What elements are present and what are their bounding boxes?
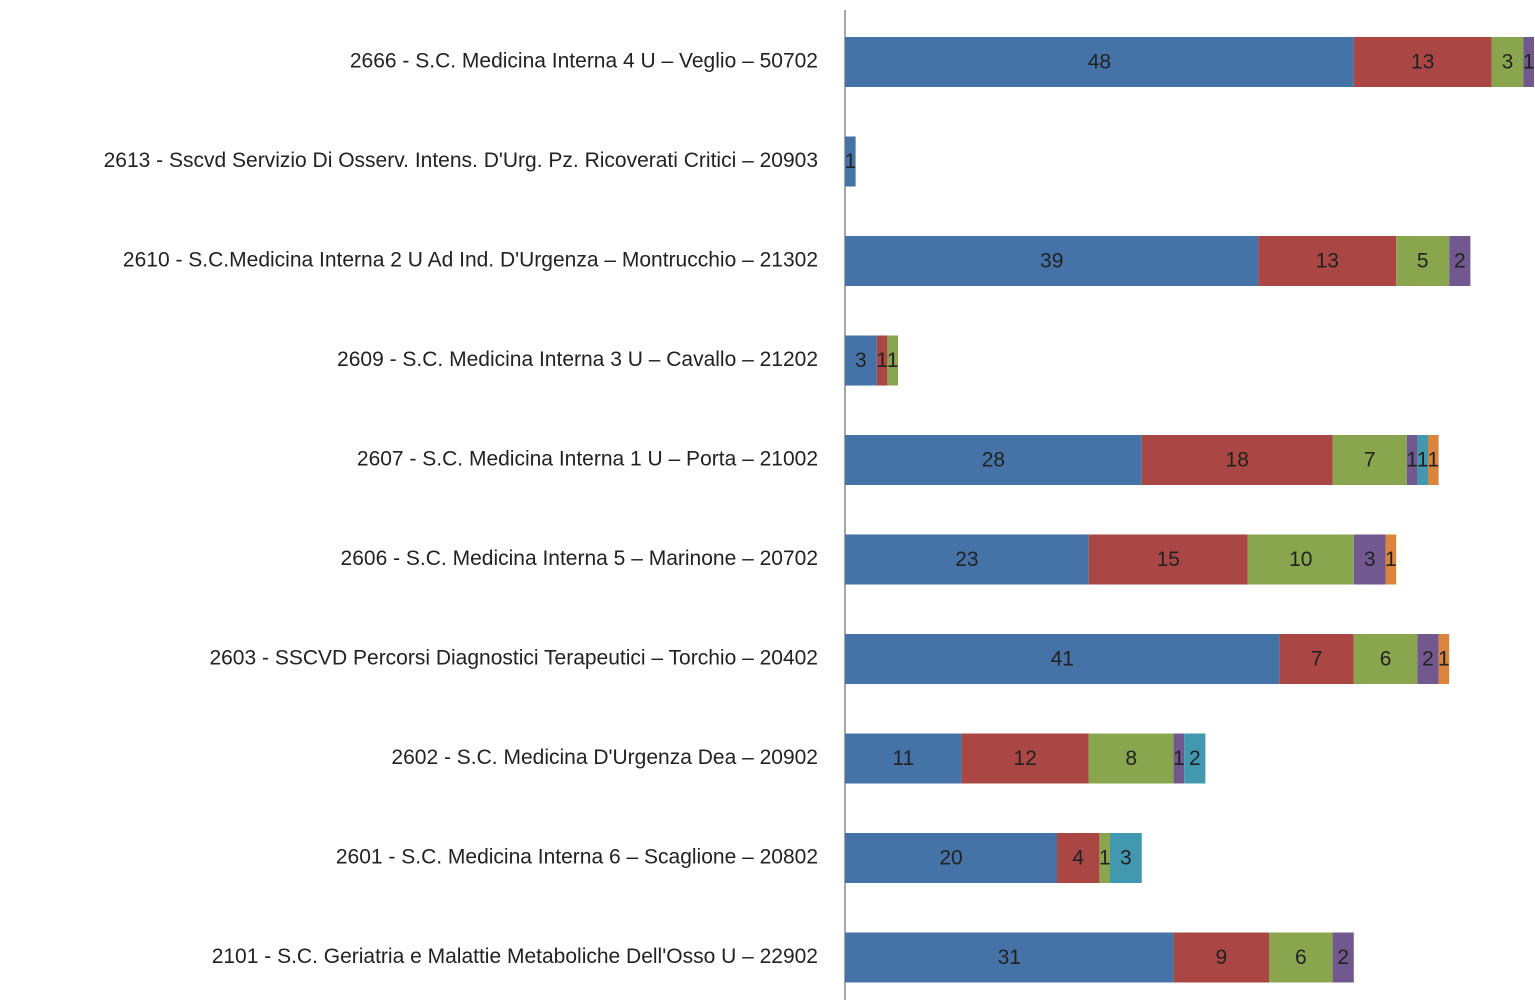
- bar-segment: [1523, 37, 1534, 87]
- bar-segment: [1491, 37, 1524, 87]
- data-label: 7: [1311, 648, 1323, 671]
- data-label: 9: [1215, 946, 1227, 969]
- data-label: 48: [1088, 51, 1111, 74]
- bar-segment: [1353, 634, 1418, 684]
- data-label: 2: [1422, 648, 1434, 671]
- data-label: 13: [1316, 250, 1339, 273]
- bar-segment: [845, 335, 877, 386]
- data-label: 1: [887, 349, 899, 372]
- data-label: 1: [1417, 449, 1429, 472]
- data-label: 31: [998, 946, 1021, 969]
- data-label: 18: [1226, 449, 1249, 472]
- bar-segment: [845, 435, 1142, 485]
- bar-segment: [845, 833, 1057, 883]
- bar-segment: [1449, 236, 1471, 286]
- bar-segment: [845, 634, 1280, 684]
- bar-segment: [845, 932, 1174, 983]
- data-label: 3: [1364, 548, 1376, 571]
- bar-segment: [1269, 932, 1333, 983]
- data-label: 1: [1099, 847, 1111, 870]
- data-label: 2: [1337, 946, 1349, 969]
- data-label: 23: [955, 548, 978, 571]
- data-label: 39: [1040, 250, 1063, 273]
- category-label: 2607 - S.C. Medicina Interna 1 U – Porta…: [357, 448, 818, 471]
- data-label: 11: [892, 747, 914, 770]
- bar-segment: [1353, 37, 1492, 87]
- bar-segment: [845, 733, 962, 784]
- bar-segment: [845, 136, 856, 187]
- data-label: 10: [1289, 548, 1312, 571]
- bar-segment: [1438, 634, 1450, 684]
- data-label: 15: [1157, 548, 1180, 571]
- category-label: 2602 - S.C. Medicina D'Urgenza Dea – 209…: [391, 746, 818, 769]
- data-label: 5: [1417, 250, 1429, 273]
- bar-segment: [1141, 435, 1333, 485]
- data-label: 1: [876, 349, 888, 372]
- data-label: 6: [1295, 946, 1307, 969]
- bar-segment: [1396, 236, 1450, 286]
- bar-segment: [1406, 435, 1418, 485]
- data-label: 1: [1385, 548, 1397, 571]
- category-label: 2610 - S.C.Medicina Interna 2 U Ad Ind. …: [123, 249, 818, 272]
- data-label: 3: [1502, 51, 1514, 74]
- bar-segment: [1173, 932, 1269, 983]
- data-label: 1: [1523, 51, 1535, 74]
- data-label: 41: [1051, 648, 1074, 671]
- category-label: 2666 - S.C. Medicina Interna 4 U – Vegli…: [350, 50, 818, 73]
- data-label: 20: [939, 847, 962, 870]
- bar-segment: [1417, 634, 1439, 684]
- data-label: 4: [1072, 847, 1084, 870]
- data-label: 1: [1173, 747, 1185, 770]
- bar-segment: [1099, 833, 1110, 883]
- bar-segment: [1247, 534, 1354, 585]
- data-label: 3: [855, 349, 867, 372]
- category-label: 2606 - S.C. Medicina Interna 5 – Marinon…: [341, 547, 818, 570]
- bar-segment: [1088, 534, 1248, 585]
- data-label: 1: [844, 150, 856, 173]
- data-label: 6: [1380, 648, 1392, 671]
- bar-segment: [1088, 733, 1174, 784]
- data-label: 28: [982, 449, 1005, 472]
- bar-segment: [1353, 534, 1386, 585]
- bar-segment: [1110, 833, 1142, 883]
- bar-segment: [845, 37, 1354, 87]
- bar-segment: [1385, 534, 1397, 585]
- data-label: 1: [1427, 449, 1439, 472]
- category-label: 2101 - S.C. Geriatria e Malattie Metabol…: [212, 945, 818, 968]
- bar-segment: [1428, 435, 1439, 485]
- data-label: 2: [1454, 250, 1466, 273]
- bar-segment: [1057, 833, 1100, 883]
- category-label: 2603 - SSCVD Percorsi Diagnostici Terape…: [209, 647, 818, 670]
- bar-segment: [1417, 435, 1428, 485]
- data-label: 2: [1189, 747, 1201, 770]
- data-label: 12: [1014, 747, 1037, 770]
- bar-segment: [1332, 932, 1354, 983]
- data-label: 13: [1411, 51, 1434, 74]
- category-label: 2613 - Sscvd Servizio Di Osserv. Intens.…: [104, 149, 818, 172]
- category-label: 2609 - S.C. Medicina Interna 3 U – Caval…: [337, 348, 818, 371]
- bar-segment: [1184, 733, 1206, 784]
- bar-segment: [845, 534, 1089, 585]
- bar-segment: [887, 335, 898, 386]
- bar-segment: [1173, 733, 1185, 784]
- bar-segment: [876, 335, 888, 386]
- bar-segment: [1258, 236, 1397, 286]
- data-label: 3: [1120, 847, 1132, 870]
- data-label: 1: [1438, 648, 1450, 671]
- bar-segment: [845, 236, 1259, 286]
- data-label: 8: [1125, 747, 1137, 770]
- bar-segment: [1332, 435, 1407, 485]
- data-label: 7: [1364, 449, 1376, 472]
- data-label: 1: [1406, 449, 1418, 472]
- category-label: 2601 - S.C. Medicina Interna 6 – Scaglio…: [336, 846, 818, 869]
- bar-segment: [961, 733, 1089, 784]
- bar-segment: [1279, 634, 1354, 684]
